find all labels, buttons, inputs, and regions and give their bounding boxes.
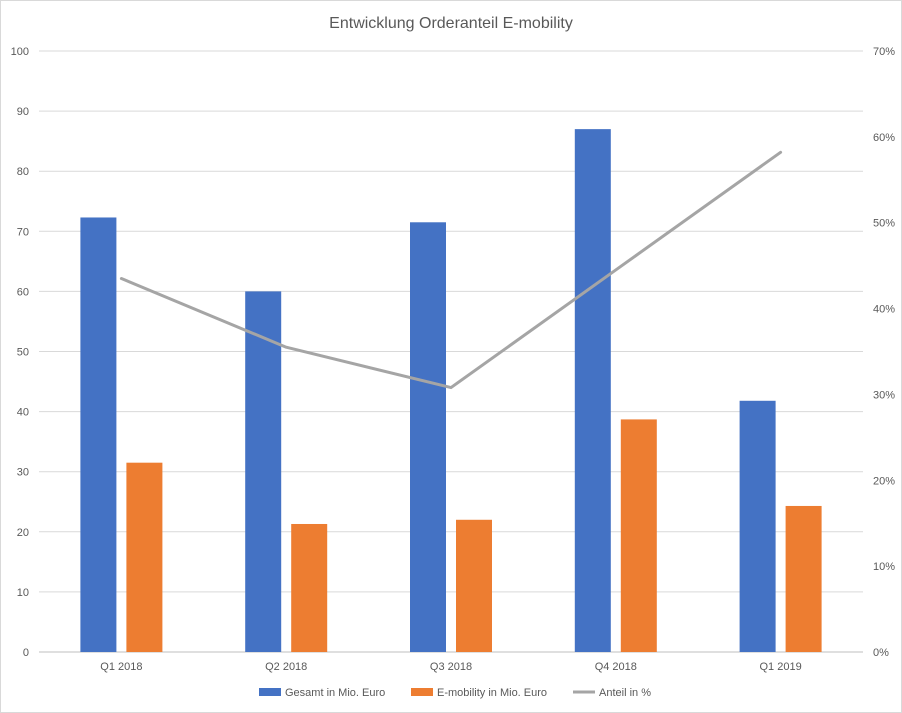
bar-gesamt [410,222,446,652]
x-axis: Q1 2018 Q2 2018 Q3 2018 Q4 2018 Q1 2019 [100,661,801,673]
bar-e-mobility [785,505,822,652]
y-left-tick-label: 20 [17,527,29,539]
y-right-tick-label: 30% [873,389,895,401]
y-right-tick-label: 0% [873,647,889,659]
y-left-tick-label: 10 [17,587,29,599]
bar-e-mobility [291,523,328,652]
y-left-tick-label: 0 [23,647,29,659]
y-right-tick-label: 70% [873,46,895,58]
y-axis-right: 0% 10% 20% 30% 40% 50% 60% 70% [873,46,895,659]
x-tick-label: Q3 2018 [430,661,472,673]
legend-swatch [411,688,433,696]
y-right-tick-label: 10% [873,561,895,573]
bar-gesamt [574,129,611,652]
y-right-tick-label: 40% [873,304,895,316]
y-left-tick-label: 80 [17,166,29,178]
bar-e-mobility [620,419,657,652]
y-left-tick-label: 40 [17,407,29,419]
y-left-tick-label: 60 [17,286,29,298]
y-axis-left: 0 10 20 30 40 50 60 70 80 90 100 [11,46,29,659]
bar-gesamt [739,400,776,652]
y-left-tick-label: 30 [17,467,29,479]
y-right-tick-label: 50% [873,218,895,230]
y-left-tick-label: 70 [17,226,29,238]
bar-e-mobility [456,519,492,652]
legend-label: Gesamt in Mio. Euro [285,687,385,699]
x-tick-label: Q4 2018 [595,661,637,673]
x-tick-label: Q2 2018 [265,661,307,673]
y-left-tick-label: 50 [17,347,29,359]
line-anteil [119,150,783,390]
legend-swatch [259,688,281,696]
x-tick-label: Q1 2018 [100,661,142,673]
y-right-tick-label: 60% [873,132,895,144]
bar-gesamt [80,217,117,653]
x-tick-label: Q1 2019 [759,661,801,673]
bar-e-mobility [126,462,163,652]
bar-gesamt [245,291,282,652]
bars-group [80,129,822,653]
legend-label: Anteil in % [599,687,651,699]
y-left-tick-label: 100 [11,46,29,58]
y-right-tick-label: 20% [873,475,895,487]
legend-label: E-mobility in Mio. Euro [437,687,547,699]
y-left-tick-label: 90 [17,106,29,118]
legend: Gesamt in Mio. Euro E-mobility in Mio. Eu… [259,687,651,699]
line-series-group [119,150,783,390]
chart-title: Entwicklung Orderanteil E-mobility [329,15,573,32]
gridlines [39,50,863,653]
